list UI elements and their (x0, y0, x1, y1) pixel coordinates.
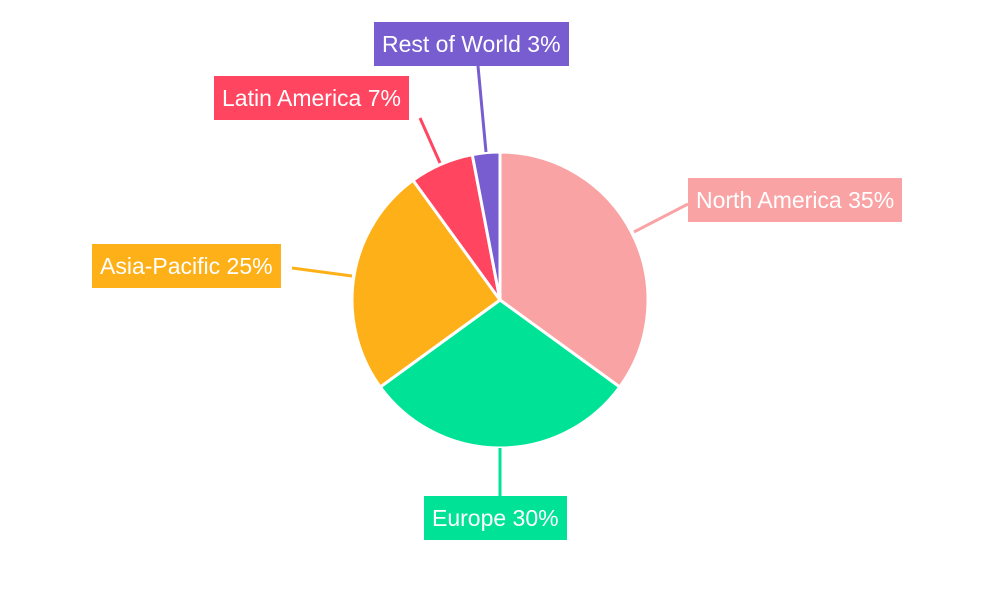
pie-slice-asia-pacific[interactable] (350, 178, 503, 390)
pie-slice-rest-of-world[interactable] (470, 150, 502, 301)
leader-line (418, 117, 442, 164)
data-label: Europe 30% (424, 496, 567, 540)
pie-slice-europe[interactable] (378, 298, 622, 450)
leader-line (633, 202, 689, 234)
leader-line (476, 65, 488, 153)
leader-line (291, 266, 353, 278)
data-label: Latin America 7% (214, 76, 409, 120)
data-label: North America 35% (688, 178, 903, 222)
data-label: Rest of World 3% (374, 22, 569, 66)
pie-slice-north-america[interactable] (498, 150, 650, 390)
data-label: Asia-Pacific 25% (92, 244, 281, 288)
